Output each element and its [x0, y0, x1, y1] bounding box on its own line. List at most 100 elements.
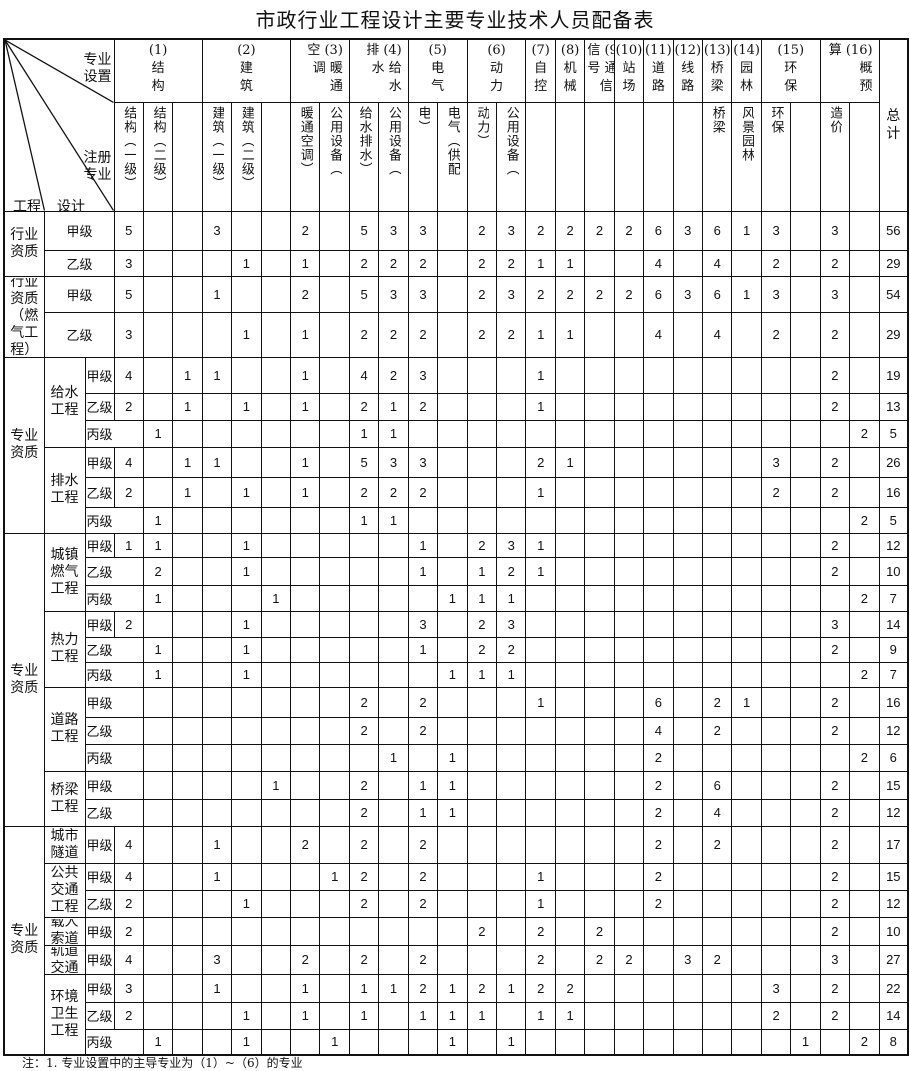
specialty-group-label: (11) 道路	[645, 40, 672, 96]
table-row: 专业资质 给水工程 甲级 4 1 1 1 4 2 3 1 2 19	[3, 356, 909, 534]
qualification-type-label: 专业资质	[10, 662, 39, 696]
value-cell	[790, 446, 821, 478]
value-cell	[142, 610, 174, 638]
project-type: 排水工程	[43, 446, 86, 534]
value-cell	[731, 356, 762, 394]
specialty-group-label: (13) 桥梁	[704, 40, 731, 96]
grade-cell: 甲级	[84, 944, 115, 975]
value-cell	[584, 532, 615, 558]
value-cell	[613, 610, 645, 638]
value-cell: 2	[407, 889, 439, 918]
grade-cell: 丙级	[84, 584, 144, 612]
specialty-group-label: 信 (9 号 通 信	[586, 40, 613, 96]
value-cell	[201, 249, 233, 277]
value-cell	[819, 419, 851, 448]
value-cell	[348, 556, 380, 586]
specialty-group-header: (13) 桥梁	[701, 38, 733, 103]
value-cell	[319, 916, 350, 946]
value-cell	[290, 1028, 321, 1056]
value-cell: 1	[201, 446, 233, 478]
value-cell	[496, 392, 527, 421]
specialty-group-line: 林	[740, 79, 754, 94]
value-cell	[290, 556, 321, 586]
specialty-group-header: 排 (4) 水 给 水	[348, 38, 409, 103]
value-cell	[525, 716, 556, 745]
value-cell: 2	[348, 716, 380, 745]
registered-specialty-header: 造价	[819, 101, 851, 212]
value-cell	[554, 889, 586, 918]
specialty-group-line: 空 (3)	[307, 43, 343, 58]
value-cell	[731, 1028, 762, 1056]
value-cell	[172, 889, 203, 918]
specialty-group-header: (11) 道路	[643, 38, 674, 103]
specialty-group-header: 空 (3) 调 暖 通	[290, 38, 350, 103]
specialty-group-line: (7)	[531, 43, 550, 58]
value-cell	[260, 889, 292, 918]
design-label: 设计	[57, 198, 85, 211]
value-cell: 2	[378, 356, 409, 394]
value-cell	[231, 916, 262, 946]
value-cell	[760, 419, 792, 448]
value-cell: 1	[554, 249, 586, 277]
total-cell: 27	[878, 944, 909, 975]
value-cell	[319, 686, 350, 718]
value-cell	[613, 556, 645, 586]
value-cell	[731, 973, 762, 1003]
value-cell	[201, 686, 233, 718]
value-cell	[819, 661, 851, 688]
value-cell	[849, 275, 880, 313]
specialty-group-header: (8) 机械	[554, 38, 586, 103]
value-cell	[142, 889, 174, 918]
value-cell	[672, 661, 704, 688]
specialty-group-line: 路	[651, 79, 665, 94]
value-cell: 1	[113, 532, 144, 558]
value-cell: 4	[643, 311, 674, 358]
value-cell	[672, 311, 704, 358]
value-cell	[496, 798, 527, 827]
value-cell	[849, 610, 880, 638]
value-cell	[496, 889, 527, 918]
value-cell	[790, 311, 821, 358]
value-cell	[790, 1001, 821, 1030]
registered-specialty-header	[584, 101, 615, 212]
value-cell	[466, 862, 498, 891]
registered-specialty-header: 建筑（二级）	[231, 101, 262, 212]
value-cell	[290, 916, 321, 946]
specialty-group-header: (15) 环保	[760, 38, 821, 103]
value-cell: 3	[819, 210, 851, 251]
value-cell	[731, 610, 762, 638]
value-cell	[466, 419, 498, 448]
value-cell	[790, 249, 821, 277]
value-cell: 2	[348, 889, 380, 918]
value-cell	[172, 743, 203, 772]
value-cell	[201, 419, 233, 448]
value-cell	[142, 686, 174, 718]
registered-specialty-header	[525, 101, 556, 212]
value-cell	[584, 476, 615, 508]
value-cell	[613, 661, 645, 688]
value-cell	[760, 916, 792, 946]
value-cell: 3	[496, 275, 527, 313]
value-cell	[437, 825, 468, 864]
project-type-label: 城镇燃气工程	[50, 546, 79, 597]
value-cell	[466, 1028, 498, 1056]
value-cell	[672, 716, 704, 745]
specialty-group-line: 建	[239, 61, 253, 76]
value-cell	[525, 506, 556, 534]
value-cell	[613, 419, 645, 448]
specialty-group-line: (5)	[428, 43, 447, 58]
specialty-group-line: 园	[740, 61, 754, 76]
value-cell: 1	[496, 584, 527, 612]
value-cell	[554, 584, 586, 612]
value-cell: 1	[466, 584, 498, 612]
table-row: 行业资质 甲级 5 3 2 5 3 3 2 3 2 2 2 2 6 3 6 1 3 3 56	[3, 210, 909, 277]
value-cell: 1	[407, 556, 439, 586]
registered-specialty-header: 结构（一级）	[113, 101, 144, 212]
value-cell: 2	[496, 636, 527, 663]
value-cell: 5	[348, 275, 380, 313]
value-cell	[496, 862, 527, 891]
value-cell	[643, 356, 674, 394]
value-cell	[731, 506, 762, 534]
value-cell	[584, 770, 615, 800]
value-cell: 5	[113, 210, 144, 251]
